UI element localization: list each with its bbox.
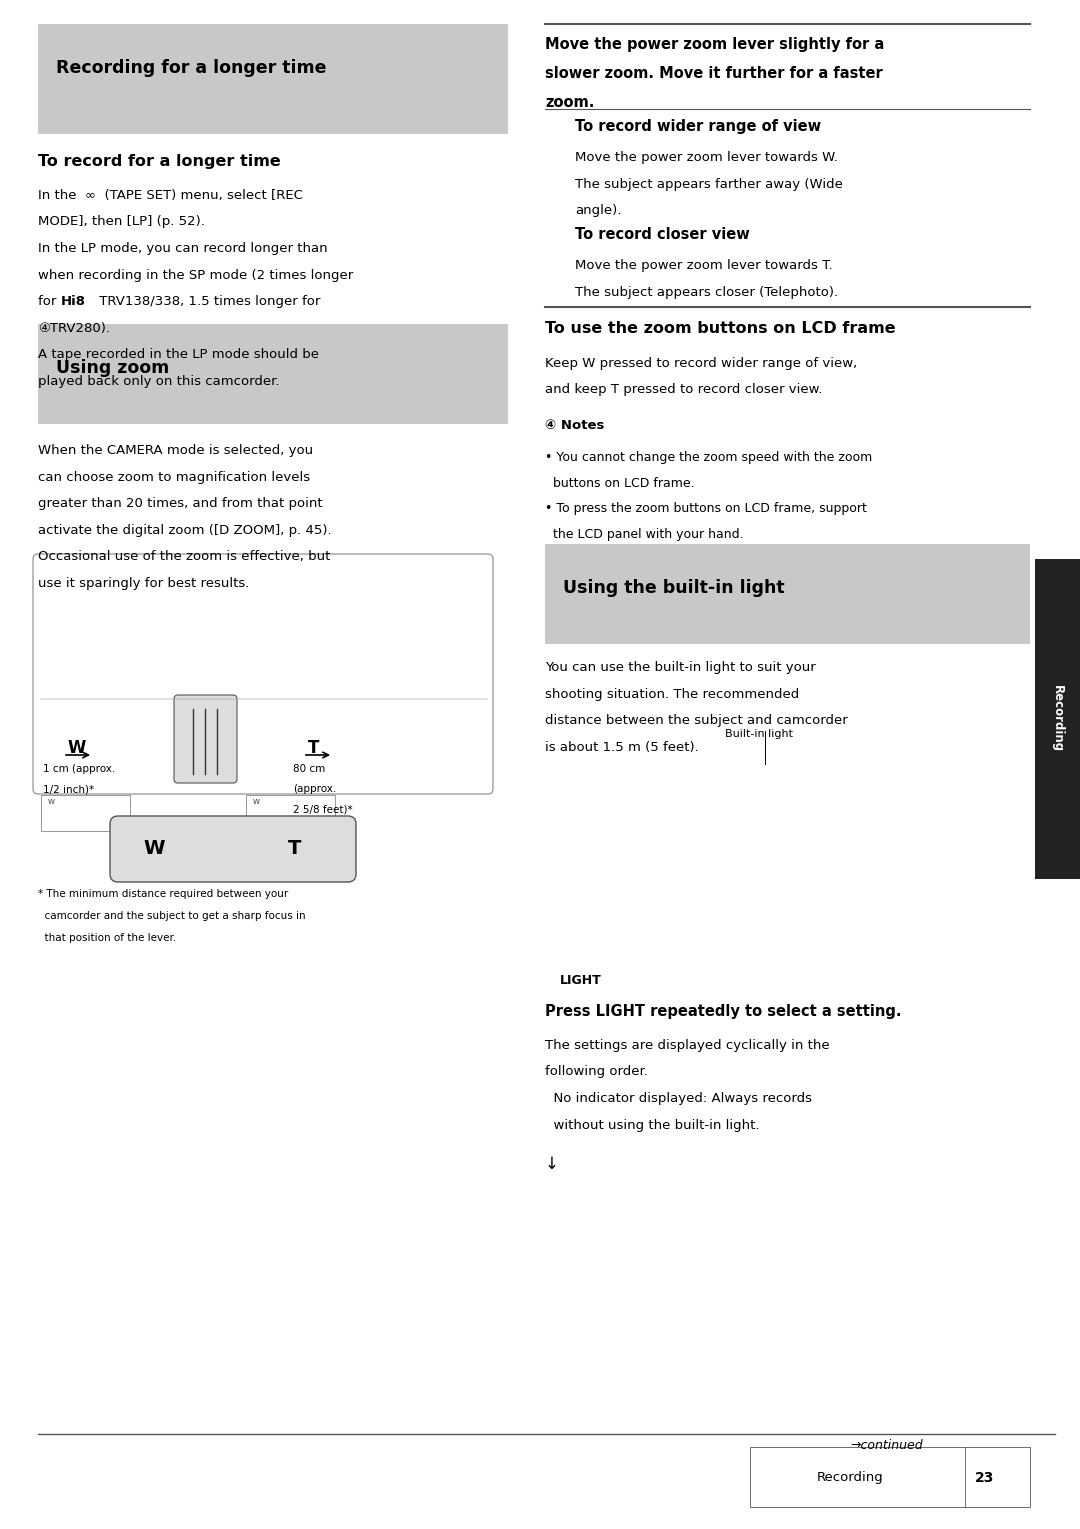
Text: angle).: angle).	[575, 203, 621, 217]
Text: Recording: Recording	[816, 1471, 883, 1485]
FancyBboxPatch shape	[246, 795, 335, 830]
Text: →continued: →continued	[850, 1439, 922, 1453]
Text: In the  ∞  (TAPE SET) menu, select [REC: In the ∞ (TAPE SET) menu, select [REC	[38, 190, 302, 202]
Text: To use the zoom buttons on LCD frame: To use the zoom buttons on LCD frame	[545, 321, 895, 336]
Text: use it sparingly for best results.: use it sparingly for best results.	[38, 576, 249, 590]
Text: You can use the built-in light to suit your: You can use the built-in light to suit y…	[545, 661, 815, 674]
Text: Using the built-in light: Using the built-in light	[563, 579, 785, 596]
Text: Move the power zoom lever towards T.: Move the power zoom lever towards T.	[575, 258, 833, 272]
Text: W: W	[143, 839, 164, 858]
Text: • You cannot change the zoom speed with the zoom: • You cannot change the zoom speed with …	[545, 451, 873, 463]
Text: Using zoom: Using zoom	[56, 359, 170, 378]
Text: The settings are displayed cyclically in the: The settings are displayed cyclically in…	[545, 1040, 829, 1052]
FancyBboxPatch shape	[750, 1446, 1030, 1508]
Text: Occasional use of the zoom is effective, but: Occasional use of the zoom is effective,…	[38, 550, 330, 563]
Text: 1/2 inch)*: 1/2 inch)*	[43, 784, 94, 794]
Text: Recording for a longer time: Recording for a longer time	[56, 60, 326, 76]
FancyBboxPatch shape	[174, 696, 237, 783]
Text: when recording in the SP mode (2 times longer: when recording in the SP mode (2 times l…	[38, 269, 353, 281]
Text: for: for	[38, 295, 60, 307]
FancyBboxPatch shape	[41, 795, 130, 830]
Text: 80 cm: 80 cm	[293, 764, 325, 774]
Text: camcorder and the subject to get a sharp focus in: camcorder and the subject to get a sharp…	[38, 911, 306, 920]
FancyBboxPatch shape	[33, 553, 492, 794]
Text: buttons on LCD frame.: buttons on LCD frame.	[545, 477, 694, 489]
Text: * The minimum distance required between your: * The minimum distance required between …	[38, 888, 288, 899]
FancyBboxPatch shape	[555, 749, 975, 950]
Text: following order.: following order.	[545, 1066, 648, 1078]
FancyBboxPatch shape	[38, 24, 508, 135]
Text: activate the digital zoom ([D ZOOM], p. 45).: activate the digital zoom ([D ZOOM], p. …	[38, 523, 332, 537]
Bar	[1035, 560, 1080, 879]
Text: slower zoom. Move it further for a faster: slower zoom. Move it further for a faste…	[545, 66, 882, 81]
Text: (approx.: (approx.	[293, 784, 336, 794]
Text: and keep T pressed to record closer view.: and keep T pressed to record closer view…	[545, 384, 822, 396]
Text: is about 1.5 m (5 feet).: is about 1.5 m (5 feet).	[545, 740, 699, 754]
Text: Recording: Recording	[1051, 685, 1064, 752]
Text: W: W	[68, 739, 86, 757]
Text: ↓: ↓	[545, 1154, 558, 1173]
FancyBboxPatch shape	[110, 816, 356, 882]
Text: To record for a longer time: To record for a longer time	[38, 154, 281, 170]
Text: 2 5/8 feet)*: 2 5/8 feet)*	[293, 804, 353, 813]
Text: Built-in light: Built-in light	[725, 729, 793, 739]
Text: The subject appears closer (Telephoto).: The subject appears closer (Telephoto).	[575, 286, 838, 298]
Text: Press LIGHT repeatedly to select a setting.: Press LIGHT repeatedly to select a setti…	[545, 1005, 902, 1018]
Text: the LCD panel with your hand.: the LCD panel with your hand.	[545, 528, 744, 540]
Text: Move the power zoom lever towards W.: Move the power zoom lever towards W.	[575, 151, 838, 164]
Text: 1 cm (approx.: 1 cm (approx.	[43, 764, 116, 774]
Text: When the CAMERA mode is selected, you: When the CAMERA mode is selected, you	[38, 443, 313, 457]
FancyBboxPatch shape	[545, 544, 1030, 644]
Text: • To press the zoom buttons on LCD frame, support: • To press the zoom buttons on LCD frame…	[545, 502, 867, 515]
Text: T: T	[308, 739, 320, 757]
Text: T: T	[288, 839, 301, 858]
Text: that position of the lever.: that position of the lever.	[38, 933, 176, 943]
Text: shooting situation. The recommended: shooting situation. The recommended	[545, 688, 799, 700]
Text: To record closer view: To record closer view	[575, 226, 750, 242]
Text: ④ Notes: ④ Notes	[545, 419, 605, 433]
Text: distance between the subject and camcorder: distance between the subject and camcord…	[545, 714, 848, 726]
Text: TRV138/338, 1.5 times longer for: TRV138/338, 1.5 times longer for	[95, 295, 321, 307]
FancyBboxPatch shape	[38, 324, 508, 424]
Text: zoom.: zoom.	[545, 95, 594, 110]
Text: No indicator displayed: Always records: No indicator displayed: Always records	[545, 1092, 812, 1105]
Text: greater than 20 times, and from that point: greater than 20 times, and from that poi…	[38, 497, 323, 511]
Text: ④TRV280).: ④TRV280).	[38, 321, 110, 335]
Text: without using the built-in light.: without using the built-in light.	[545, 1119, 759, 1131]
Text: 23: 23	[975, 1471, 995, 1485]
Text: Move the power zoom lever slightly for a: Move the power zoom lever slightly for a	[545, 37, 885, 52]
Text: LIGHT: LIGHT	[561, 974, 602, 988]
Text: To record wider range of view: To record wider range of view	[575, 119, 821, 135]
Text: Keep W pressed to record wider range of view,: Keep W pressed to record wider range of …	[545, 356, 858, 370]
Text: played back only on this camcorder.: played back only on this camcorder.	[38, 375, 280, 387]
Text: A tape recorded in the LP mode should be: A tape recorded in the LP mode should be	[38, 349, 319, 361]
Text: Hi8: Hi8	[62, 295, 86, 307]
Text: MODE], then [LP] (p. 52).: MODE], then [LP] (p. 52).	[38, 216, 205, 228]
Text: can choose zoom to magnification levels: can choose zoom to magnification levels	[38, 471, 310, 483]
Text: W: W	[48, 800, 55, 804]
Text: W: W	[253, 800, 260, 804]
Text: The subject appears farther away (Wide: The subject appears farther away (Wide	[575, 177, 842, 191]
Text: In the LP mode, you can record longer than: In the LP mode, you can record longer th…	[38, 242, 327, 255]
